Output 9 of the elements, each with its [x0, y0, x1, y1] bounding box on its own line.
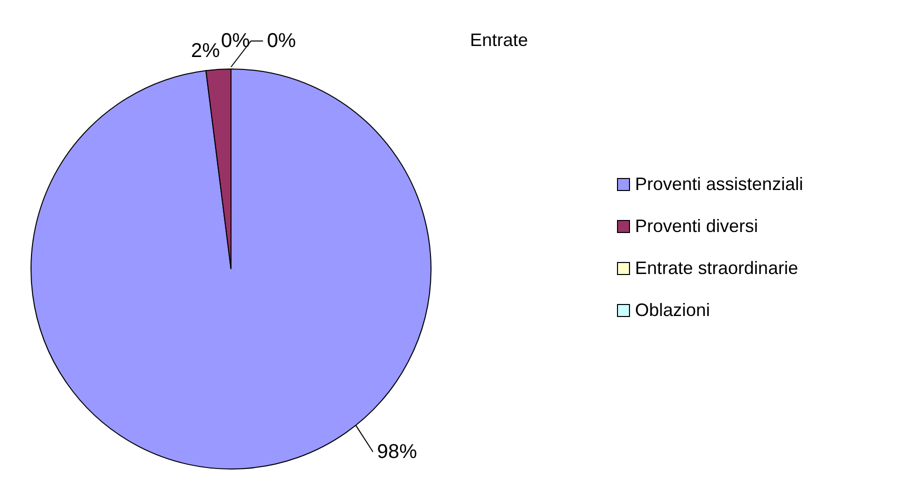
- data-label: 98%: [376, 440, 418, 463]
- legend-label: Entrate straordinarie: [635, 258, 798, 278]
- legend-label: Oblazioni: [635, 300, 710, 320]
- text: 0%: [267, 30, 296, 52]
- text: 0%: [221, 30, 250, 52]
- chart-title: Entrate: [470, 30, 528, 51]
- legend-label: Proventi assistenziali: [635, 174, 804, 194]
- legend-label: Proventi diversi: [635, 216, 758, 236]
- data-label: 2%: [191, 40, 220, 62]
